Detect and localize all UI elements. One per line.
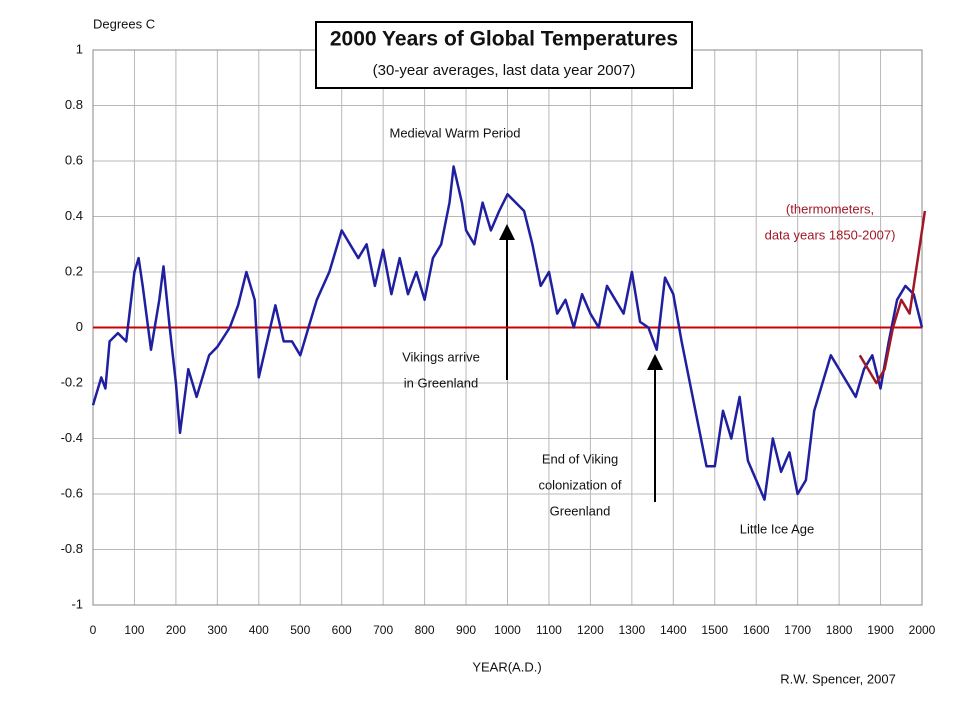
x-tick-label: 1100 xyxy=(536,623,562,637)
x-tick-label: 800 xyxy=(415,623,435,637)
annotation: Medieval Warm Period xyxy=(389,125,520,140)
x-tick-label: 1600 xyxy=(743,623,770,637)
annotation: End of Viking xyxy=(542,451,618,466)
annotation: colonization of xyxy=(538,477,621,492)
y-tick-label: 0.8 xyxy=(65,97,83,112)
series-line xyxy=(858,210,927,385)
y-tick-label: 0.2 xyxy=(65,263,83,278)
annotation: Greenland xyxy=(550,503,611,518)
y-tick-label: -0.6 xyxy=(61,485,83,500)
y-tick-label: 0 xyxy=(76,319,83,334)
annotation: Vikings arrive xyxy=(402,349,480,364)
x-tick-label: 2000 xyxy=(909,623,936,637)
y-tick-label: -0.2 xyxy=(61,374,83,389)
x-tick-label: 1700 xyxy=(784,623,811,637)
chart-subtitle: (30-year averages, last data year 2007) xyxy=(373,62,636,79)
x-tick-label: 200 xyxy=(166,623,186,637)
y-tick-label: -0.8 xyxy=(61,541,83,556)
x-tick-label: 1500 xyxy=(701,623,728,637)
series-line xyxy=(91,165,924,501)
annotation: data years 1850-2007) xyxy=(765,227,896,242)
x-tick-label: 300 xyxy=(207,623,227,637)
y-tick-label: 0.6 xyxy=(65,152,83,167)
x-tick-label: 900 xyxy=(456,623,476,637)
x-tick-label: 1200 xyxy=(577,623,604,637)
chart-title: 2000 Years of Global Temperatures xyxy=(330,28,678,51)
x-tick-label: 600 xyxy=(332,623,352,637)
x-tick-label: 1800 xyxy=(826,623,853,637)
y-tick-label: -1 xyxy=(71,596,83,611)
x-tick-label: 100 xyxy=(124,623,144,637)
title-box xyxy=(315,21,693,89)
annotation: (thermometers, xyxy=(786,201,874,216)
x-tick-label: 0 xyxy=(90,623,97,637)
y-tick-label: 0.4 xyxy=(65,208,83,223)
x-tick-label: 1300 xyxy=(618,623,645,637)
y-tick-label: 1 xyxy=(76,41,83,56)
x-tick-label: 500 xyxy=(290,623,310,637)
x-tick-label: 1900 xyxy=(867,623,894,637)
y-tick-label: -0.4 xyxy=(61,430,83,445)
x-axis-label: YEAR(A.D.) xyxy=(472,659,541,674)
x-tick-label: 1400 xyxy=(660,623,687,637)
x-tick-label: 400 xyxy=(249,623,269,637)
x-tick-label: 700 xyxy=(373,623,393,637)
annotation: in Greenland xyxy=(404,375,478,390)
annotation: Little Ice Age xyxy=(740,521,814,536)
x-tick-label: 1000 xyxy=(494,623,521,637)
credit: R.W. Spencer, 2007 xyxy=(780,671,896,686)
y-axis-label: Degrees C xyxy=(93,16,155,31)
